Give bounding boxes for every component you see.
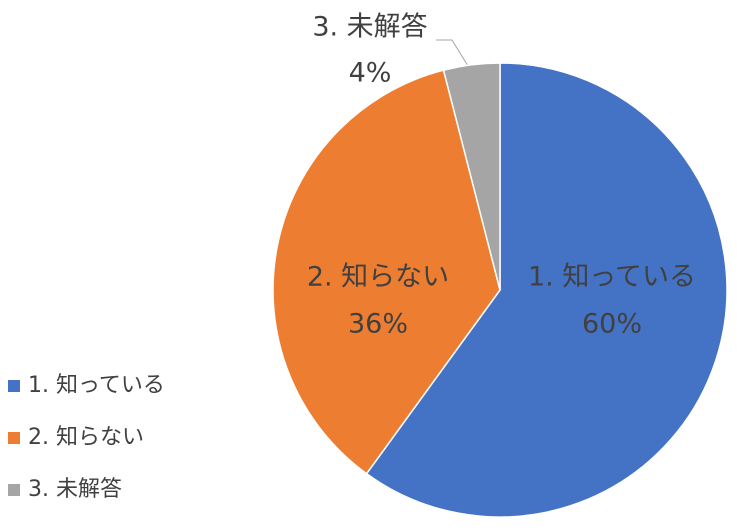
legend-label: 1. 知っている [28,373,165,398]
slice-category-label: 3. 未解答 [312,12,427,43]
slice-value-label: 36% [348,309,408,340]
legend-label: 3. 未解答 [28,477,122,502]
legend-swatch [8,432,20,444]
pie-slice [272,69,501,475]
slice-category-label: 1. 知っている [528,262,696,293]
slice-value-label: 60% [582,309,642,340]
slice-category-label: 2. 知らない [307,262,449,293]
pie-slice [442,62,501,291]
leader-line [436,39,469,67]
legend-label: 2. 知らない [28,425,144,450]
slice-value-label: 4% [349,58,392,89]
legend-swatch [8,484,20,496]
pie-slice [365,62,728,518]
legend-swatch [8,380,20,392]
